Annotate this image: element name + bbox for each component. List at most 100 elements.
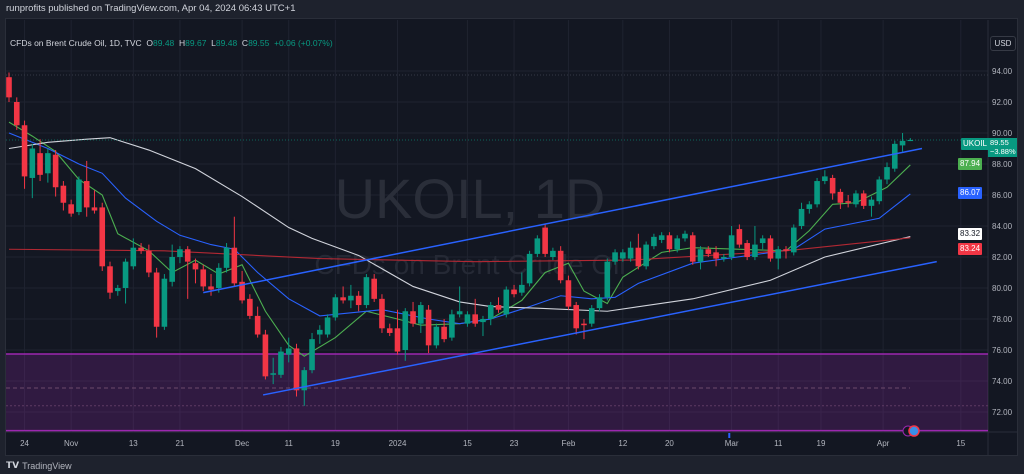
candle-body bbox=[91, 207, 98, 211]
candle bbox=[495, 297, 502, 313]
candle bbox=[868, 196, 875, 217]
candle bbox=[309, 332, 315, 374]
candle bbox=[83, 160, 90, 217]
candle bbox=[332, 294, 339, 321]
candle bbox=[860, 190, 867, 209]
candle bbox=[876, 176, 883, 205]
candle-body bbox=[340, 297, 346, 301]
candle bbox=[262, 329, 269, 380]
candle-body bbox=[301, 370, 308, 391]
candle bbox=[122, 258, 129, 304]
y-tick-label: 94.00 bbox=[992, 67, 1013, 76]
candle bbox=[324, 314, 331, 338]
candle bbox=[433, 323, 440, 349]
change-value: +0.06 (+0.07%) bbox=[274, 38, 333, 48]
watermark-title: UKOIL, 1D bbox=[335, 167, 606, 230]
y-tick-label: 78.00 bbox=[992, 315, 1013, 324]
candle bbox=[37, 139, 43, 182]
candle bbox=[783, 246, 789, 259]
candle bbox=[899, 133, 906, 152]
x-tick-label: 11 bbox=[774, 439, 783, 448]
candle-body bbox=[239, 281, 245, 301]
candle-body bbox=[153, 272, 160, 327]
candle-body bbox=[581, 323, 587, 326]
close-label: C bbox=[241, 38, 249, 48]
candle bbox=[425, 305, 432, 354]
candle-body bbox=[425, 309, 432, 346]
y-tick-label: 84.00 bbox=[992, 222, 1013, 231]
candle-body bbox=[177, 249, 183, 257]
footer: 𝗧𝗩 TradingView bbox=[6, 460, 72, 471]
candle bbox=[184, 246, 191, 299]
candle bbox=[487, 301, 494, 326]
candle-body bbox=[503, 289, 510, 315]
candle bbox=[138, 243, 144, 254]
candle bbox=[6, 72, 12, 102]
candle bbox=[169, 244, 175, 287]
candle bbox=[114, 284, 121, 296]
candle bbox=[456, 286, 463, 318]
candle bbox=[153, 267, 160, 338]
candle bbox=[410, 301, 416, 327]
currency-button[interactable]: USD bbox=[990, 36, 1016, 51]
candle-body bbox=[200, 269, 207, 287]
candle bbox=[736, 224, 743, 248]
x-tick-label: 21 bbox=[175, 439, 184, 448]
candle-body bbox=[449, 314, 455, 338]
low-label: L bbox=[211, 38, 216, 48]
candle-body bbox=[386, 328, 393, 333]
y-tick-label: 74.00 bbox=[992, 377, 1013, 386]
candle-body bbox=[721, 257, 727, 259]
candle-body bbox=[146, 250, 152, 273]
y-tick-label: 76.00 bbox=[992, 346, 1013, 355]
candle bbox=[829, 174, 836, 200]
candle bbox=[627, 241, 634, 262]
candle bbox=[604, 258, 611, 301]
candle bbox=[822, 170, 828, 185]
symbol-description: CFDs on Brent Crude Oil, 1D, TVC bbox=[10, 38, 142, 48]
candle bbox=[270, 357, 276, 385]
candle bbox=[200, 264, 207, 292]
candle bbox=[790, 224, 797, 256]
open-value: 89.48 bbox=[153, 38, 175, 48]
candle-body bbox=[83, 181, 90, 208]
candle bbox=[620, 249, 626, 262]
x-tick-label: 19 bbox=[817, 439, 826, 448]
candle-body bbox=[45, 153, 51, 174]
candle-body bbox=[379, 298, 385, 329]
candle-body bbox=[806, 204, 813, 209]
candle bbox=[231, 216, 238, 287]
candle-body bbox=[60, 185, 67, 203]
candle-body bbox=[790, 227, 797, 253]
candle-body bbox=[208, 286, 214, 290]
candle-body bbox=[223, 247, 230, 268]
high-value: 89.67 bbox=[185, 38, 207, 48]
candle-body bbox=[161, 278, 168, 327]
candle-body bbox=[410, 311, 416, 324]
candle bbox=[215, 263, 222, 293]
y-tick-label: 72.00 bbox=[992, 408, 1013, 417]
y-tick-label: 82.00 bbox=[992, 253, 1013, 262]
candle-body bbox=[262, 334, 269, 377]
candle-body bbox=[348, 295, 354, 301]
candle-body bbox=[68, 204, 74, 214]
candle-body bbox=[627, 247, 634, 259]
candle-body bbox=[472, 314, 478, 324]
candle bbox=[519, 272, 525, 296]
candle bbox=[449, 309, 455, 341]
candle-body bbox=[456, 311, 463, 315]
watermark-subtitle: CFDs on Brent Crude Oil bbox=[314, 249, 625, 280]
candle-body bbox=[744, 243, 750, 257]
candle bbox=[511, 284, 517, 298]
candle bbox=[612, 249, 618, 265]
candle-body bbox=[278, 351, 284, 375]
candle bbox=[161, 274, 168, 330]
candle bbox=[107, 261, 113, 299]
candle bbox=[798, 202, 805, 230]
candle-body bbox=[324, 317, 331, 335]
candle bbox=[534, 235, 541, 257]
candle bbox=[806, 201, 813, 214]
candle-body bbox=[689, 235, 696, 262]
candle bbox=[177, 246, 183, 264]
